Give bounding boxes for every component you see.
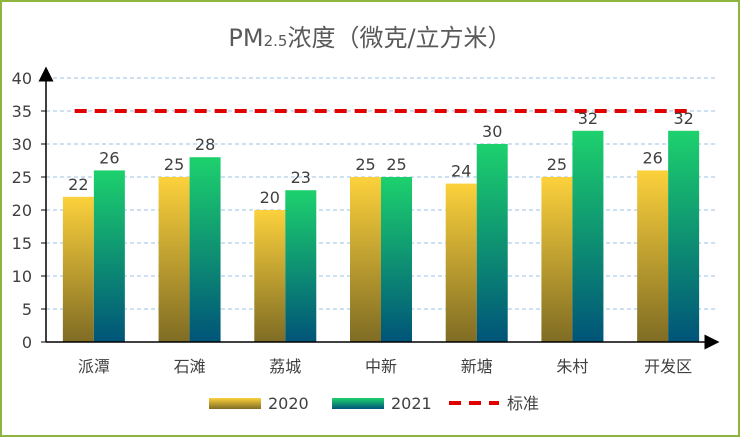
legend-swatch-2021 [332, 398, 384, 409]
legend-swatch-2020 [209, 398, 261, 409]
x-tick-label: 石滩 [174, 357, 206, 376]
y-tick-label: 35 [12, 102, 32, 121]
data-label-2021-1: 26 [99, 148, 119, 167]
bar-2021-2 [189, 157, 221, 342]
data-label-2021-5: 30 [482, 122, 502, 141]
bar-2020-4 [350, 177, 381, 342]
bar-2021-1 [93, 170, 125, 342]
data-label-2020-5: 24 [451, 162, 471, 181]
legend-label-2020: 2020 [268, 394, 309, 413]
bars [62, 130, 700, 342]
data-labels: 22 26 25 28 20 23 25 25 24 30 25 32 26 32 [68, 109, 694, 207]
x-tick-label: 荔城 [269, 357, 301, 376]
y-tick-label: 25 [12, 168, 32, 187]
bar-2020-2 [158, 177, 190, 342]
data-label-2021-6: 32 [578, 109, 598, 128]
data-label-2021-7: 32 [673, 109, 693, 128]
axes: 0 5 10 15 20 25 30 35 40 派潭 石滩 荔城 中新 新塘 朱村 开发区 [12, 66, 720, 376]
bar-2020-6 [541, 177, 573, 342]
y-tick-label: 0 [22, 333, 32, 352]
x-tick-label: 朱村 [556, 357, 588, 376]
bar-2021-7 [668, 130, 700, 342]
bar-2021-4 [381, 177, 412, 342]
bar-2021-6 [572, 130, 604, 342]
y-tick-label: 10 [12, 267, 32, 286]
bar-2021-3 [285, 190, 317, 342]
x-tick-label: 中新 [365, 357, 397, 376]
bar-2020-7 [637, 170, 669, 342]
y-tick-label: 20 [12, 201, 32, 220]
bar-2020-5 [445, 183, 477, 342]
bar-2020-3 [254, 210, 286, 342]
data-label-2020-1: 22 [68, 175, 88, 194]
legend-label-2021: 2021 [391, 394, 432, 413]
data-label-2021-3: 23 [291, 168, 311, 187]
data-label-2020-4: 25 [355, 155, 375, 174]
x-tick-label: 新塘 [461, 357, 493, 376]
data-label-2021-4: 25 [386, 155, 406, 174]
bar-2020-1 [62, 196, 94, 342]
y-tick-label: 30 [12, 135, 32, 154]
data-label-2020-6: 25 [547, 155, 567, 174]
chart-title: PM2.5浓度（微克/立方米） [228, 24, 511, 52]
bar-2021-5 [476, 144, 508, 342]
legend-label-standard: 标准 [507, 394, 539, 413]
legend: 2020 2021 标准 [209, 394, 539, 413]
y-tick-label: 5 [22, 300, 32, 319]
data-label-2021-2: 28 [195, 135, 215, 154]
data-label-2020-3: 20 [260, 188, 280, 207]
x-tick-label: 派潭 [78, 357, 110, 376]
data-label-2020-2: 25 [164, 155, 184, 174]
y-tick-label: 15 [12, 234, 32, 253]
x-tick-label: 开发区 [644, 357, 692, 376]
y-tick-label: 40 [12, 69, 32, 88]
data-label-2020-7: 26 [642, 148, 662, 167]
